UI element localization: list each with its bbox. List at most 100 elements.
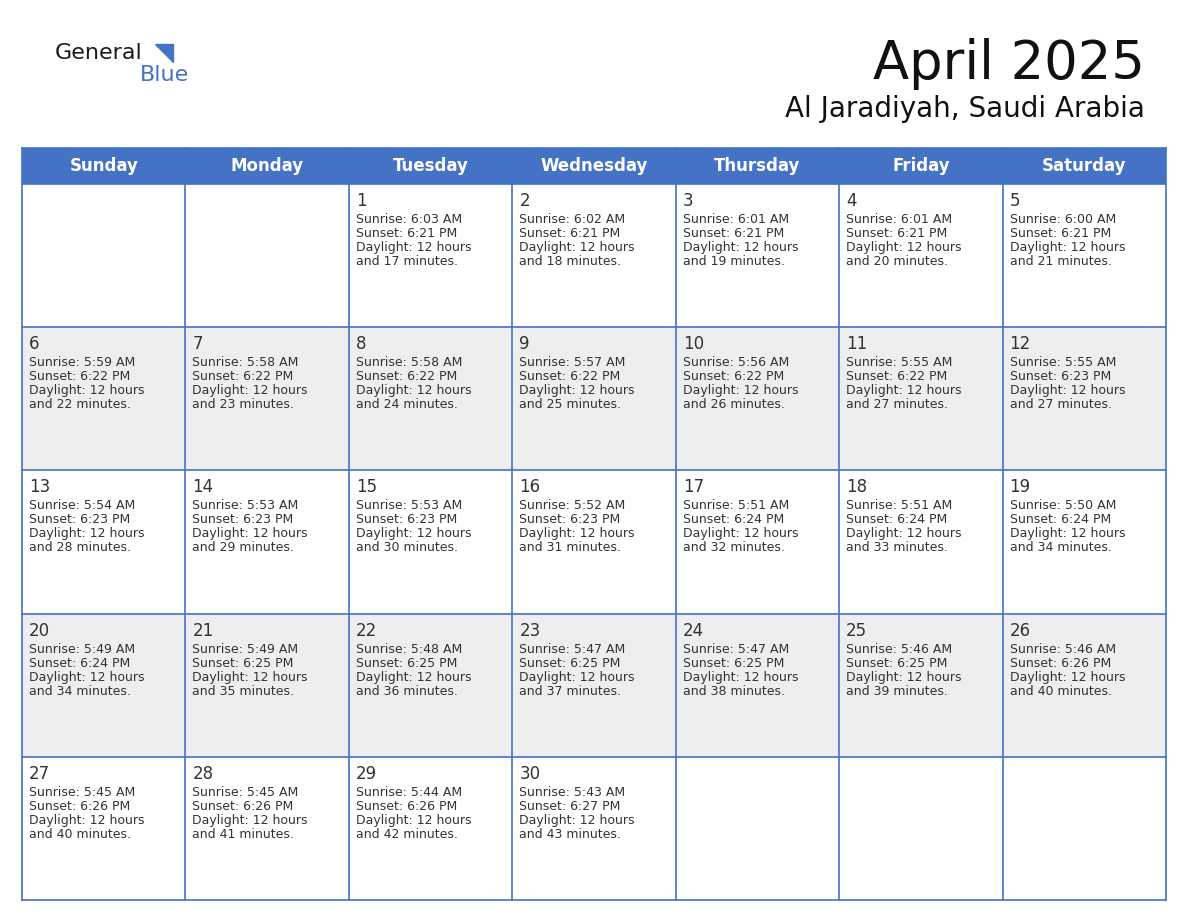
Text: 13: 13 (29, 478, 50, 497)
Text: Friday: Friday (892, 157, 949, 175)
Text: Sunset: 6:22 PM: Sunset: 6:22 PM (29, 370, 131, 383)
Text: Sunrise: 5:51 AM: Sunrise: 5:51 AM (683, 499, 789, 512)
Text: Sunrise: 5:48 AM: Sunrise: 5:48 AM (356, 643, 462, 655)
Text: 14: 14 (192, 478, 214, 497)
Text: and 38 minutes.: and 38 minutes. (683, 685, 785, 698)
Text: April 2025: April 2025 (873, 38, 1145, 90)
Text: Daylight: 12 hours: Daylight: 12 hours (1010, 671, 1125, 684)
Text: and 20 minutes.: and 20 minutes. (846, 255, 948, 268)
Text: Sunset: 6:25 PM: Sunset: 6:25 PM (192, 656, 293, 669)
Text: 23: 23 (519, 621, 541, 640)
Text: and 21 minutes.: and 21 minutes. (1010, 255, 1112, 268)
Text: and 27 minutes.: and 27 minutes. (1010, 398, 1112, 411)
Text: Sunrise: 6:03 AM: Sunrise: 6:03 AM (356, 213, 462, 226)
Text: and 42 minutes.: and 42 minutes. (356, 828, 457, 841)
Bar (23, 327, 1165, 470)
Text: Sunrise: 6:01 AM: Sunrise: 6:01 AM (846, 213, 953, 226)
Text: Sunrise: 5:46 AM: Sunrise: 5:46 AM (1010, 643, 1116, 655)
Text: 25: 25 (846, 621, 867, 640)
Text: Sunset: 6:23 PM: Sunset: 6:23 PM (519, 513, 620, 526)
Text: General: General (55, 43, 143, 63)
Text: and 22 minutes.: and 22 minutes. (29, 398, 131, 411)
Text: Sunset: 6:22 PM: Sunset: 6:22 PM (356, 370, 457, 383)
Text: Daylight: 12 hours: Daylight: 12 hours (192, 385, 308, 397)
Text: Sunrise: 5:49 AM: Sunrise: 5:49 AM (192, 643, 298, 655)
Text: Sunset: 6:21 PM: Sunset: 6:21 PM (356, 227, 457, 240)
Text: Sunset: 6:21 PM: Sunset: 6:21 PM (519, 227, 620, 240)
Text: Sunset: 6:21 PM: Sunset: 6:21 PM (846, 227, 947, 240)
Text: Wednesday: Wednesday (541, 157, 647, 175)
Text: Daylight: 12 hours: Daylight: 12 hours (846, 528, 961, 541)
Text: Daylight: 12 hours: Daylight: 12 hours (29, 385, 145, 397)
Text: Sunset: 6:23 PM: Sunset: 6:23 PM (192, 513, 293, 526)
Text: Daylight: 12 hours: Daylight: 12 hours (29, 813, 145, 827)
Text: 5: 5 (1010, 192, 1020, 210)
Text: Sunrise: 5:46 AM: Sunrise: 5:46 AM (846, 643, 953, 655)
Text: Sunset: 6:23 PM: Sunset: 6:23 PM (356, 513, 457, 526)
Text: Daylight: 12 hours: Daylight: 12 hours (356, 385, 472, 397)
Text: 8: 8 (356, 335, 366, 353)
Text: Daylight: 12 hours: Daylight: 12 hours (846, 241, 961, 254)
Text: Sunset: 6:25 PM: Sunset: 6:25 PM (356, 656, 457, 669)
Text: Sunrise: 6:01 AM: Sunrise: 6:01 AM (683, 213, 789, 226)
Text: Thursday: Thursday (714, 157, 801, 175)
Text: 21: 21 (192, 621, 214, 640)
Text: Sunrise: 5:59 AM: Sunrise: 5:59 AM (29, 356, 135, 369)
Text: Sunset: 6:21 PM: Sunset: 6:21 PM (683, 227, 784, 240)
Text: and 40 minutes.: and 40 minutes. (29, 828, 131, 841)
Text: Sunrise: 5:57 AM: Sunrise: 5:57 AM (519, 356, 626, 369)
Text: Daylight: 12 hours: Daylight: 12 hours (683, 528, 798, 541)
Text: Sunset: 6:24 PM: Sunset: 6:24 PM (29, 656, 131, 669)
Text: and 43 minutes.: and 43 minutes. (519, 828, 621, 841)
Text: 28: 28 (192, 765, 214, 783)
Text: Sunrise: 6:02 AM: Sunrise: 6:02 AM (519, 213, 625, 226)
Bar (23, 184, 1165, 327)
Text: Sunrise: 5:55 AM: Sunrise: 5:55 AM (1010, 356, 1116, 369)
Text: Sunrise: 5:47 AM: Sunrise: 5:47 AM (519, 643, 626, 655)
Text: Sunset: 6:26 PM: Sunset: 6:26 PM (29, 800, 131, 812)
Text: Sunset: 6:24 PM: Sunset: 6:24 PM (683, 513, 784, 526)
Text: Sunrise: 5:53 AM: Sunrise: 5:53 AM (192, 499, 298, 512)
Text: 7: 7 (192, 335, 203, 353)
Bar (23, 756, 1165, 900)
Text: 16: 16 (519, 478, 541, 497)
Text: Sunset: 6:23 PM: Sunset: 6:23 PM (1010, 370, 1111, 383)
Text: Tuesday: Tuesday (392, 157, 468, 175)
Text: 3: 3 (683, 192, 694, 210)
Text: and 27 minutes.: and 27 minutes. (846, 398, 948, 411)
Text: Sunset: 6:25 PM: Sunset: 6:25 PM (683, 656, 784, 669)
Text: and 30 minutes.: and 30 minutes. (356, 542, 457, 554)
Text: Daylight: 12 hours: Daylight: 12 hours (1010, 385, 1125, 397)
Text: Sunrise: 5:50 AM: Sunrise: 5:50 AM (1010, 499, 1116, 512)
Text: and 29 minutes.: and 29 minutes. (192, 542, 295, 554)
Text: Sunset: 6:23 PM: Sunset: 6:23 PM (29, 513, 131, 526)
Text: Daylight: 12 hours: Daylight: 12 hours (683, 241, 798, 254)
Text: and 32 minutes.: and 32 minutes. (683, 542, 784, 554)
Text: Sunset: 6:22 PM: Sunset: 6:22 PM (192, 370, 293, 383)
Text: 11: 11 (846, 335, 867, 353)
Text: Monday: Monday (230, 157, 304, 175)
Text: and 31 minutes.: and 31 minutes. (519, 542, 621, 554)
Text: Sunrise: 5:54 AM: Sunrise: 5:54 AM (29, 499, 135, 512)
Text: and 19 minutes.: and 19 minutes. (683, 255, 784, 268)
Text: Daylight: 12 hours: Daylight: 12 hours (846, 385, 961, 397)
Text: and 39 minutes.: and 39 minutes. (846, 685, 948, 698)
Text: and 18 minutes.: and 18 minutes. (519, 255, 621, 268)
Text: Sunset: 6:22 PM: Sunset: 6:22 PM (846, 370, 947, 383)
Text: Daylight: 12 hours: Daylight: 12 hours (846, 671, 961, 684)
Text: Daylight: 12 hours: Daylight: 12 hours (29, 671, 145, 684)
Text: Sunset: 6:25 PM: Sunset: 6:25 PM (519, 656, 620, 669)
Text: Sunrise: 5:43 AM: Sunrise: 5:43 AM (519, 786, 625, 799)
Text: Sunset: 6:26 PM: Sunset: 6:26 PM (1010, 656, 1111, 669)
Text: Daylight: 12 hours: Daylight: 12 hours (1010, 241, 1125, 254)
Text: Sunrise: 5:58 AM: Sunrise: 5:58 AM (356, 356, 462, 369)
Text: Sunrise: 5:45 AM: Sunrise: 5:45 AM (29, 786, 135, 799)
Polygon shape (154, 44, 173, 62)
Text: Sunrise: 5:45 AM: Sunrise: 5:45 AM (192, 786, 298, 799)
Text: Daylight: 12 hours: Daylight: 12 hours (356, 528, 472, 541)
Text: Sunday: Sunday (69, 157, 138, 175)
Text: and 33 minutes.: and 33 minutes. (846, 542, 948, 554)
Text: Sunrise: 5:44 AM: Sunrise: 5:44 AM (356, 786, 462, 799)
Text: and 37 minutes.: and 37 minutes. (519, 685, 621, 698)
Text: Sunset: 6:24 PM: Sunset: 6:24 PM (846, 513, 947, 526)
